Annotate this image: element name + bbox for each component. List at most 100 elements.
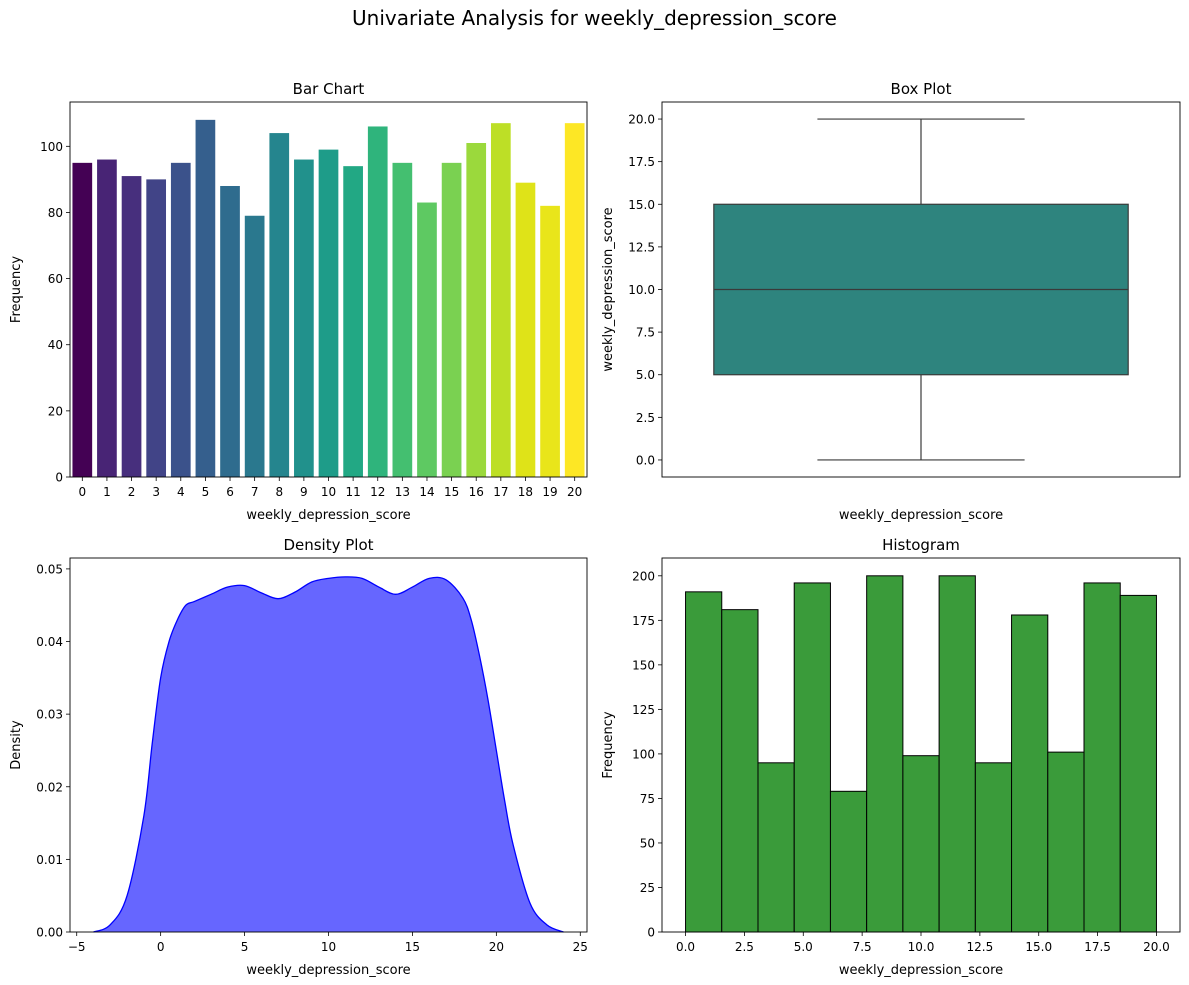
axes-frame: [69, 557, 588, 933]
y-tick-label: 175: [632, 614, 655, 628]
x-axis-label: weekly_depression_score: [839, 963, 1003, 978]
x-tick-label: 15: [405, 940, 420, 954]
bar: [564, 123, 585, 477]
bar: [343, 166, 363, 477]
histogram-bar: [757, 762, 795, 933]
panel-title: Bar Chart: [293, 80, 365, 98]
y-tick-label: 2.5: [636, 411, 655, 425]
x-tick-label: 2.5: [735, 940, 754, 954]
x-tick-label: 0: [78, 485, 86, 499]
y-tick-label: 5.0: [636, 368, 655, 382]
y-tick-label: 75: [640, 792, 655, 806]
x-tick-label: 18: [518, 485, 533, 499]
bar: [318, 149, 339, 477]
x-tick-label: 7.5: [853, 940, 872, 954]
bar: [97, 159, 117, 478]
x-tick-label: 6: [226, 485, 234, 499]
y-tick-label: 17.5: [628, 155, 655, 169]
y-axis-label: Frequency: [9, 256, 24, 323]
histogram-bar: [974, 762, 1013, 933]
y-tick-label: 100: [632, 747, 655, 761]
x-tick-label: 20.0: [1143, 940, 1170, 954]
x-tick-label: 8: [275, 485, 283, 499]
histogram-bar: [866, 575, 904, 933]
histogram-bar: [829, 790, 868, 933]
y-axis-label: weekly_depression_score: [601, 207, 616, 371]
bar: [72, 162, 93, 477]
x-tick-label: 25: [573, 940, 588, 954]
y-tick-label: 12.5: [628, 240, 655, 254]
bar: [417, 202, 437, 477]
y-tick-label: 125: [632, 703, 655, 717]
bar: [269, 133, 290, 477]
y-tick-label: 40: [48, 338, 63, 352]
bar: [515, 182, 536, 477]
histogram-bar: [793, 582, 831, 933]
x-tick-label: 14: [419, 485, 434, 499]
bar: [540, 205, 560, 477]
y-tick-label: 0: [647, 926, 655, 940]
y-tick-label: 20.0: [628, 113, 655, 127]
x-tick-label: 13: [395, 485, 410, 499]
bar: [466, 143, 487, 477]
x-tick-label: 1: [103, 485, 111, 499]
density-line: [93, 576, 564, 933]
bar: [220, 185, 240, 478]
y-tick-label: 0: [55, 471, 63, 485]
histogram-bar: [902, 755, 940, 933]
y-tick-label: 0.04: [36, 635, 63, 649]
panel-box: Box Plot weekly_depression_score weekly_de…: [601, 80, 1181, 523]
axes-frame: [661, 101, 1181, 478]
y-tick-label: 100: [40, 140, 63, 154]
axes-frame: [661, 557, 1181, 933]
bar: [146, 179, 167, 477]
x-tick-label: 10: [321, 940, 336, 954]
x-tick-label: 20: [489, 940, 504, 954]
x-tick-label: 4: [177, 485, 185, 499]
bar: [121, 176, 142, 477]
x-tick-label: 2: [128, 485, 136, 499]
x-tick-label: 7: [251, 485, 259, 499]
panel-title: Box Plot: [891, 80, 952, 98]
bar: [392, 162, 413, 477]
panel-bar: Bar Chart weekly_depression_score Frequenc…: [9, 80, 588, 523]
histogram-bar: [1047, 751, 1085, 933]
histogram-bar: [1011, 614, 1049, 933]
y-tick-label: 50: [640, 836, 655, 850]
x-tick-label: 0: [157, 940, 165, 954]
x-axis-label: weekly_depression_score: [246, 508, 410, 523]
histogram-bar: [685, 591, 723, 933]
x-tick-label: 0.0: [676, 940, 695, 954]
y-tick-label: 25: [640, 881, 655, 895]
x-tick-label: 10: [321, 485, 336, 499]
bar: [170, 162, 191, 477]
x-tick-label: 17: [493, 485, 508, 499]
figure-suptitle: Univariate Analysis for weekly_depressio…: [352, 6, 837, 30]
histogram-bar: [938, 575, 976, 933]
x-tick-label: 16: [469, 485, 484, 499]
x-tick-label: 10.0: [908, 940, 935, 954]
panel-histogram: Histogram weekly_depression_score Frequenc…: [601, 536, 1181, 978]
x-tick-label: 15: [444, 485, 459, 499]
bar: [195, 119, 216, 477]
y-tick-label: 0.02: [36, 780, 63, 794]
y-tick-label: 0.05: [36, 562, 63, 576]
y-axis-label: Density: [9, 720, 24, 770]
y-tick-label: 0.0: [636, 453, 655, 467]
x-tick-label: 20: [567, 485, 582, 499]
bar: [244, 215, 265, 478]
axes-frame: [69, 101, 588, 478]
y-tick-label: 60: [48, 272, 63, 286]
panel-area: Density Plot weekly_depression_score Densi…: [9, 536, 588, 978]
x-tick-label: 15.0: [1025, 940, 1052, 954]
x-tick-label: −5: [68, 940, 86, 954]
density-area: [93, 576, 564, 932]
y-tick-label: 7.5: [636, 326, 655, 340]
histogram-bar: [721, 609, 759, 933]
bar: [490, 123, 511, 477]
y-axis-label: Frequency: [601, 711, 616, 778]
y-tick-label: 0.03: [36, 708, 63, 722]
x-axis-label: weekly_depression_score: [839, 508, 1003, 523]
bar: [367, 126, 388, 478]
